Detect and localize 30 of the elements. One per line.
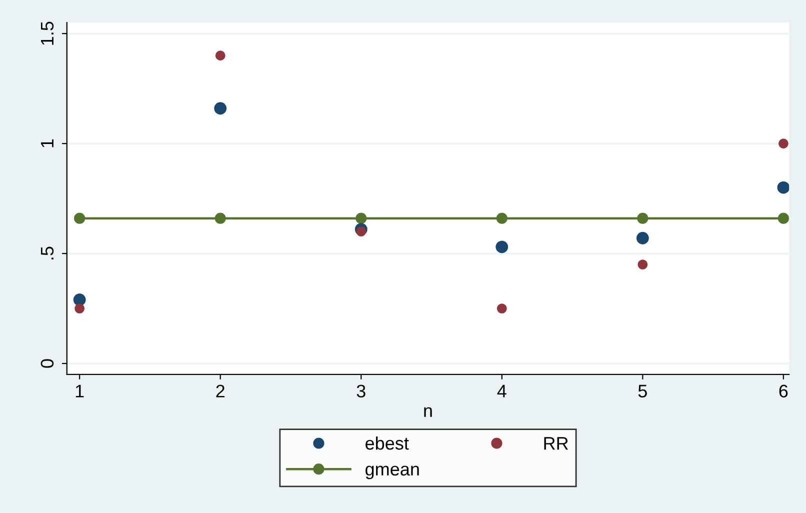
legend-label: gmean: [366, 466, 419, 480]
x-tick-label: 2: [216, 384, 224, 398]
y-tick-label: 0: [40, 359, 54, 368]
point: [638, 260, 648, 270]
x-tick-label: 1: [76, 384, 84, 398]
point: [496, 212, 508, 224]
legend-label: ebest: [366, 436, 409, 450]
y-tick-label: 1: [41, 139, 54, 148]
x-tick-label: 3: [356, 384, 366, 398]
point: [214, 212, 226, 224]
point: [356, 226, 366, 236]
point: [778, 138, 788, 148]
point: [777, 181, 790, 194]
point: [356, 212, 367, 224]
y-tick-label: 1.5: [41, 22, 54, 45]
point: [496, 304, 507, 314]
point: [215, 50, 226, 60]
point: [214, 102, 227, 115]
point: [74, 212, 86, 224]
x-tick-label: 6: [779, 384, 788, 398]
point: [637, 212, 648, 224]
point: [496, 240, 508, 254]
x-axis-title: n: [424, 407, 432, 417]
y-tick-label: .5: [41, 246, 54, 260]
point: [74, 304, 84, 314]
point: [636, 232, 649, 244]
x-tick-label: 4: [497, 384, 506, 398]
point: [778, 212, 789, 224]
x-tick-label: 5: [638, 384, 647, 398]
legend-label: RR: [544, 437, 568, 450]
